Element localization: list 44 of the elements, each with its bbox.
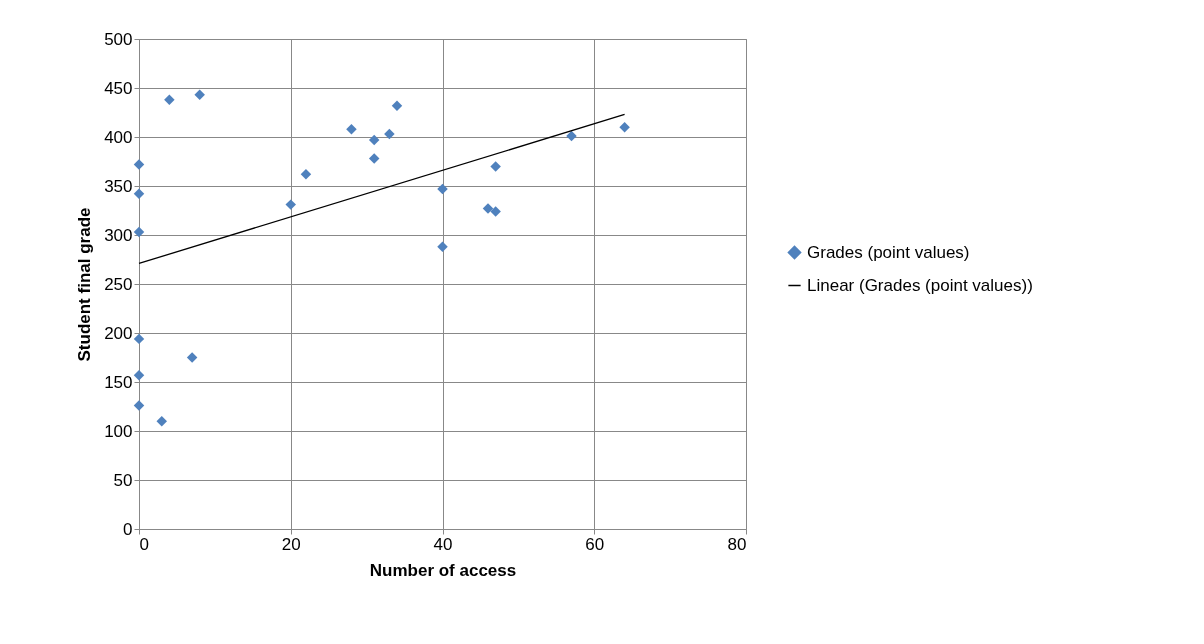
y-tick-label: 450 <box>104 78 133 98</box>
point <box>194 89 205 101</box>
y-tick-label: 0 <box>123 519 133 539</box>
point <box>437 241 448 252</box>
point <box>368 153 380 164</box>
point <box>490 206 501 217</box>
point <box>133 226 145 238</box>
point <box>164 94 175 105</box>
legend-label: Grades (point values) <box>807 242 970 262</box>
y-tick-label: 150 <box>104 372 133 392</box>
point <box>490 161 501 172</box>
legend-label: Linear (Grades (point values)) <box>807 275 1033 295</box>
y-tick-label: 400 <box>104 127 133 147</box>
point <box>346 123 357 135</box>
point <box>133 188 145 200</box>
point <box>384 128 395 140</box>
point <box>482 203 494 214</box>
point <box>391 100 403 111</box>
point <box>133 159 145 170</box>
point <box>437 183 448 195</box>
x-tick-label: 0 <box>139 534 149 554</box>
point <box>566 130 577 142</box>
y-tick-label: 50 <box>113 470 133 490</box>
point <box>133 400 145 411</box>
y-tick-label: 100 <box>104 421 133 441</box>
point <box>156 415 168 427</box>
y-tick-label: 250 <box>104 274 133 294</box>
point <box>133 369 145 381</box>
point <box>368 134 380 146</box>
point <box>300 169 312 180</box>
x-tick-label: 60 <box>585 534 605 554</box>
y-tick-label: 500 <box>104 29 133 49</box>
x-tick-label: 80 <box>727 534 747 554</box>
y-tick-label: 300 <box>104 225 133 245</box>
point <box>619 121 630 133</box>
point <box>133 333 145 345</box>
x-axis-title: Number of access <box>369 560 517 580</box>
x-tick-label: 20 <box>281 534 301 554</box>
x-tick-label: 40 <box>433 534 453 554</box>
point <box>285 199 296 210</box>
y-tick-label: 200 <box>104 323 133 343</box>
y-tick-label: 350 <box>104 176 133 196</box>
point <box>186 352 198 363</box>
y-axis-title: Student final grade <box>75 207 95 362</box>
